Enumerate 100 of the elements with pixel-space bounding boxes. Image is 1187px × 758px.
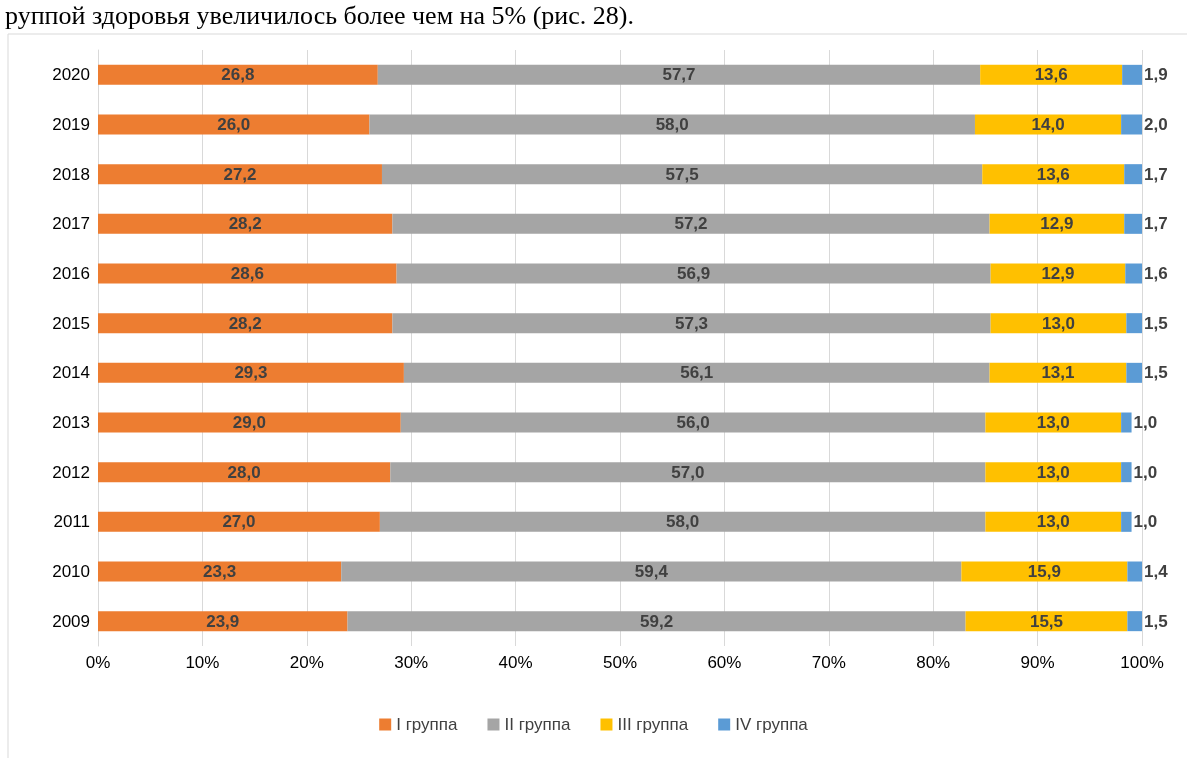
bar [1121, 412, 1132, 433]
data-label: 1,7 [1144, 164, 1168, 184]
data-label: 13,6 [1036, 164, 1070, 184]
bar [98, 164, 382, 185]
data-label: 26,0 [217, 115, 251, 134]
data-label: 28,6 [230, 264, 264, 283]
x-tick-label: 30% [394, 653, 429, 672]
data-label: 58,0 [666, 512, 700, 532]
bar [989, 362, 1127, 383]
data-label: 13,6 [1034, 65, 1068, 85]
data-label: 1,0 [1133, 512, 1158, 532]
bar [347, 611, 966, 632]
data-label: 15,9 [1027, 562, 1061, 581]
x-tick-label: 70% [811, 653, 846, 672]
y-tick-label: 2015 [52, 313, 90, 333]
data-label: 59,2 [639, 611, 674, 631]
data-label: 59,4 [634, 562, 669, 581]
y-tick-label: 2013 [52, 413, 90, 432]
bar [98, 611, 348, 632]
bar [965, 611, 1128, 632]
bar [1125, 263, 1142, 284]
bar [377, 64, 981, 85]
data-label: 26,8 [221, 65, 255, 85]
y-tick-label: 2019 [52, 115, 90, 134]
x-tick-label: 80% [916, 653, 951, 672]
data-label: 12,9 [1040, 214, 1074, 234]
bar [98, 114, 370, 135]
bar [98, 263, 397, 284]
legend-label: I группа [396, 715, 459, 734]
legend-label: IV группа [735, 715, 809, 734]
y-tick-label: 2010 [52, 562, 90, 581]
data-label: 14,0 [1031, 115, 1065, 134]
bar [1121, 462, 1132, 483]
bar [980, 64, 1123, 85]
data-label: 28,0 [227, 462, 261, 482]
legend-label: III группа [617, 715, 689, 734]
data-label: 15,5 [1029, 611, 1064, 631]
bar [985, 412, 1122, 433]
bar [392, 313, 991, 334]
bar [98, 64, 378, 85]
bar [381, 164, 983, 185]
data-label: 1,5 [1144, 611, 1168, 631]
data-label: 29,3 [234, 363, 268, 383]
bar [98, 561, 342, 582]
bar [1122, 64, 1142, 85]
data-label: 13,0 [1036, 413, 1070, 432]
y-tick-label: 2018 [52, 164, 90, 184]
data-label: 13,1 [1041, 363, 1075, 383]
y-tick-label: 2020 [52, 65, 90, 85]
data-label: 13,0 [1041, 313, 1076, 333]
data-label: 1,7 [1144, 214, 1168, 234]
data-label: 56,9 [677, 264, 711, 283]
text: руппой здоровья увеличилось более чем на 5% (рис. 28). [5, 0, 634, 30]
y-tick-label: 2011 [53, 512, 90, 532]
data-label: 1,5 [1144, 313, 1168, 333]
bar [985, 511, 1122, 532]
bar [1121, 114, 1142, 135]
bar [98, 462, 391, 483]
bar [961, 561, 1128, 582]
data-label: 1,9 [1144, 65, 1168, 85]
x-tick-label: 90% [1020, 653, 1055, 672]
bar [1127, 561, 1142, 582]
x-tick-label: 50% [602, 653, 638, 672]
data-label: 27,2 [223, 164, 257, 184]
data-label: 57,7 [662, 65, 696, 85]
bar [1127, 611, 1142, 632]
data-label: 12,9 [1041, 264, 1075, 283]
data-label: 29,0 [232, 413, 266, 432]
y-tick-label: 2016 [52, 264, 90, 283]
bar [369, 114, 975, 135]
data-label: 1,5 [1144, 363, 1168, 383]
bar [1126, 362, 1142, 383]
data-label: 13,0 [1036, 462, 1070, 482]
bar [1124, 164, 1142, 185]
legend-label: II группа [504, 715, 572, 734]
bar [985, 462, 1122, 483]
bar [98, 511, 380, 532]
bar [974, 114, 1122, 135]
data-label: 57,3 [674, 313, 709, 333]
bar [392, 213, 990, 234]
data-label: 23,3 [203, 562, 237, 581]
x-tick-label: 10% [185, 653, 220, 672]
bar [390, 462, 986, 483]
data-label: 58,0 [655, 115, 689, 134]
data-label: 57,5 [665, 164, 699, 184]
data-label: 57,0 [671, 462, 705, 482]
bar [1121, 511, 1132, 532]
bar [1126, 313, 1142, 334]
data-label: 13,0 [1036, 512, 1070, 532]
data-label: 1,4 [1144, 562, 1169, 581]
bar [98, 313, 393, 334]
x-tick-label: 40% [498, 653, 533, 672]
bar [982, 164, 1125, 185]
data-label: 56,1 [680, 363, 714, 383]
bar [98, 362, 404, 383]
bar [1124, 213, 1142, 234]
bar [990, 263, 1126, 284]
data-label: 28,2 [228, 214, 262, 234]
bar [400, 412, 986, 433]
data-label: 1,0 [1133, 413, 1158, 432]
